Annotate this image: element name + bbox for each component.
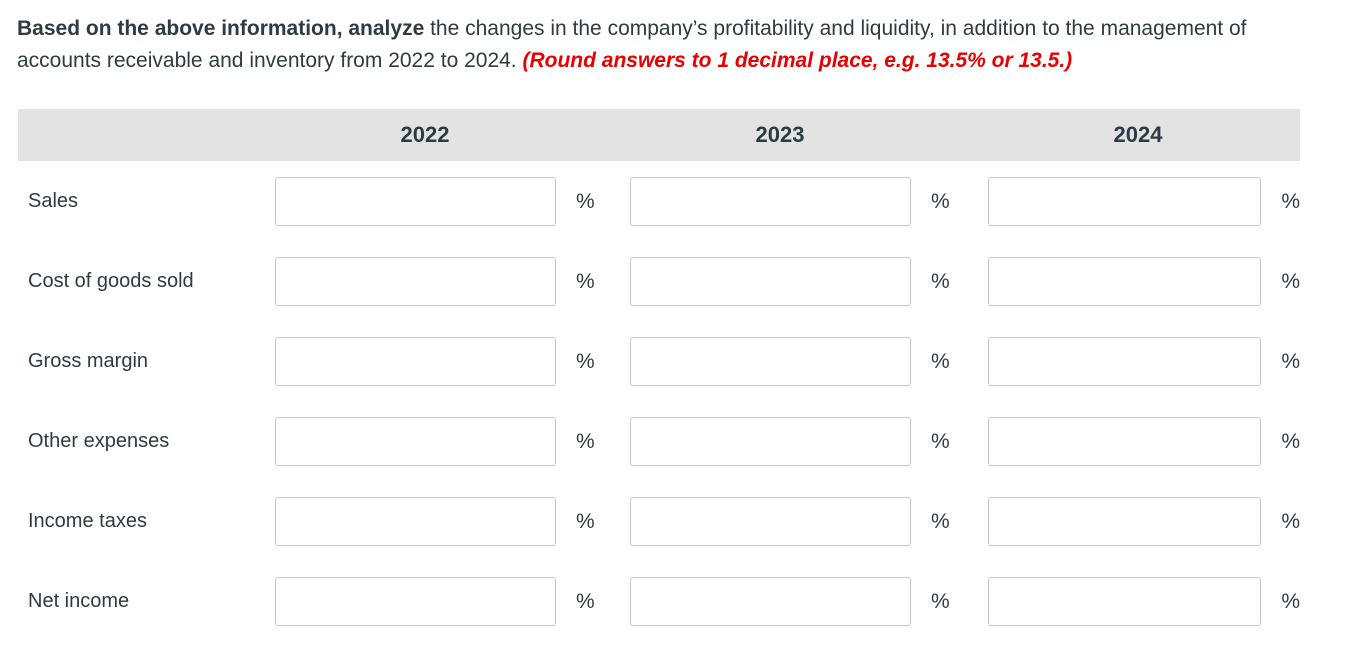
other-expenses-row: Other expenses % % %	[18, 417, 1300, 466]
column-header-2024: 2024	[1113, 122, 1163, 147]
other-expenses-2024-input[interactable]	[988, 417, 1262, 466]
instructions-lead: Based on the above information, analyze	[17, 17, 425, 40]
cost-of-goods-sold-row: Cost of goods sold % % %	[18, 257, 1300, 306]
row-label: Cost of goods sold	[28, 270, 194, 292]
instructions-body-line2: accounts receivable and inventory from 2…	[17, 49, 523, 72]
percent-sign: %	[1281, 269, 1300, 293]
income-taxes-row: Income taxes % % %	[18, 497, 1300, 546]
other-expenses-2022-input[interactable]	[275, 417, 556, 466]
row-label: Sales	[28, 190, 79, 212]
percent-sign: %	[576, 509, 595, 533]
instructions-text: Based on the above information, analyze …	[0, 0, 1362, 77]
gross-margin-2022-input[interactable]	[275, 337, 556, 386]
gross-margin-2024-input[interactable]	[988, 337, 1262, 386]
percent-sign: %	[1281, 589, 1300, 613]
row-label: Gross margin	[28, 350, 149, 372]
year-header-row: 2022 2023 2024	[18, 109, 1300, 161]
net-income-2024-input[interactable]	[988, 577, 1262, 626]
answer-table-body: Sales % % % Cost of goods sold % % % Gro	[18, 177, 1300, 626]
column-header-2022: 2022	[400, 122, 450, 147]
percent-sign: %	[576, 269, 595, 293]
row-label: Net income	[28, 590, 130, 612]
percent-sign: %	[576, 589, 595, 613]
net-income-2022-input[interactable]	[275, 577, 556, 626]
answer-table: 2022 2023 2024 Sales % % % Cost of goods…	[18, 109, 1300, 626]
instructions-body-line1: the changes in the company’s profitabili…	[424, 17, 1247, 40]
income-taxes-2022-input[interactable]	[275, 497, 556, 546]
percent-sign: %	[931, 589, 950, 613]
row-label: Income taxes	[28, 510, 147, 532]
net-income-row: Net income % % %	[18, 577, 1300, 626]
gross-margin-2023-input[interactable]	[630, 337, 911, 386]
gross-margin-row: Gross margin % % %	[18, 337, 1300, 386]
row-label: Other expenses	[28, 430, 170, 452]
cost-of-goods-sold-2023-input[interactable]	[630, 257, 911, 306]
income-taxes-2023-input[interactable]	[630, 497, 911, 546]
percent-sign: %	[931, 269, 950, 293]
percent-sign: %	[1281, 509, 1300, 533]
percent-sign: %	[931, 189, 950, 213]
cost-of-goods-sold-2022-input[interactable]	[275, 257, 556, 306]
percent-sign: %	[1281, 189, 1300, 213]
percent-sign: %	[931, 349, 950, 373]
percent-sign: %	[576, 349, 595, 373]
percent-sign: %	[1281, 429, 1300, 453]
sales-row: Sales % % %	[18, 177, 1300, 226]
net-income-2023-input[interactable]	[630, 577, 911, 626]
rounding-note: (Round answers to 1 decimal place, e.g. …	[522, 49, 1073, 72]
income-taxes-2024-input[interactable]	[988, 497, 1262, 546]
percent-sign: %	[931, 429, 950, 453]
cost-of-goods-sold-2024-input[interactable]	[988, 257, 1262, 306]
column-header-2023: 2023	[755, 122, 805, 147]
sales-2024-input[interactable]	[988, 177, 1262, 226]
percent-sign: %	[576, 429, 595, 453]
percent-sign: %	[931, 509, 950, 533]
percent-sign: %	[1281, 349, 1300, 373]
other-expenses-2023-input[interactable]	[630, 417, 911, 466]
sales-2022-input[interactable]	[275, 177, 556, 226]
percent-sign: %	[576, 189, 595, 213]
sales-2023-input[interactable]	[630, 177, 911, 226]
